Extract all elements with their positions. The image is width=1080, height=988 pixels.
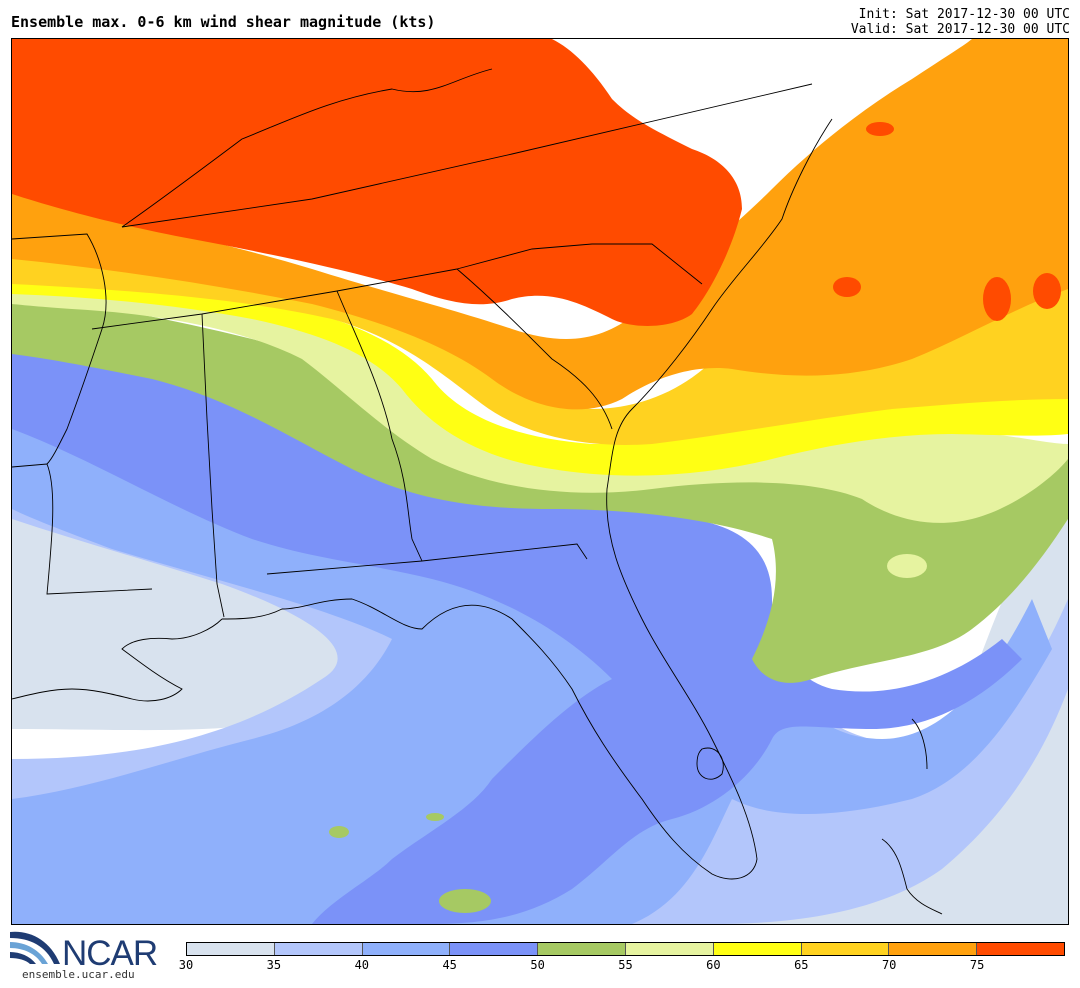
colorbar-tick-label: 75 [969, 958, 985, 972]
shear-band-70 [12, 39, 1068, 410]
coastline-bahamas [881, 718, 943, 915]
state-line-tn-south [91, 268, 458, 330]
map-title: Ensemble max. 0-6 km wind shear magnitud… [11, 13, 436, 31]
ncar-swoosh-icon [10, 931, 60, 964]
shear-band-45 [12, 339, 1022, 924]
shear-cell-75-far-east [1033, 273, 1061, 309]
colorbar-segment-60 [713, 943, 802, 955]
state-line-ky-va [121, 68, 493, 228]
shear-band-55 [12, 279, 1068, 523]
colorbar-segment-35 [274, 943, 363, 955]
ncar-logo: NCAR ensemble.ucar.edu [10, 928, 170, 984]
shear-cell-75-atlantic [833, 277, 861, 297]
init-time: Init: Sat 2017-12-30 00 UTC [858, 7, 1070, 22]
colorbar-tick-label: 65 [794, 958, 809, 972]
colorbar-segment-75 [977, 943, 1064, 955]
state-line-nc-sc [456, 243, 703, 285]
state-line-al-ms [201, 313, 225, 618]
logo-wordmark: NCAR [62, 934, 158, 973]
colorbar-segment-40 [362, 943, 451, 955]
state-line-tn-north [121, 83, 813, 228]
colorbar-tick-label: 45 [442, 958, 457, 972]
logo-url[interactable]: ensemble.ucar.edu [22, 968, 135, 981]
colorbar-tick-label: 70 [881, 958, 897, 972]
shear-band-75 [12, 39, 742, 326]
colorbar-tick-label: 50 [530, 958, 545, 972]
colorbar [186, 942, 1065, 956]
colorbar-ticks: 30 35 40 45 50 55 60 65 70 75 [179, 958, 1065, 976]
coastline-gulf-west [12, 618, 223, 702]
shear-cell-75-east [983, 277, 1011, 321]
valid-time: Valid: Sat 2017-12-30 00 UTC [850, 22, 1070, 37]
state-line-ga-al [336, 290, 423, 562]
run-times: Init: Sat 2017-12-30 00 UTC Valid: Sat 2… [851, 7, 1070, 37]
colorbar-tick-label: 30 [178, 958, 194, 972]
shear-cell-75-offshore [866, 122, 894, 136]
shear-cell-50-gulf-small [329, 826, 349, 838]
colorbar-tick-label: 60 [706, 958, 721, 972]
state-line-ga-sc [456, 268, 613, 430]
boundary-lines [12, 68, 943, 915]
colorbar-segment-50 [538, 943, 626, 955]
colorbar-segment-30 [187, 943, 275, 955]
lake-okeechobee [696, 747, 724, 780]
colorbar-segment-70 [889, 943, 978, 955]
shear-cell-50-gulf-tiny [426, 813, 444, 821]
wind-shear-map[interactable] [11, 38, 1069, 925]
colorbar-segment-65 [801, 943, 890, 955]
state-line-ga-fl [266, 543, 588, 575]
shear-cell-55-atlantic [887, 554, 927, 578]
colorbar-segment-55 [625, 943, 714, 955]
coastline-atlantic [221, 118, 833, 880]
colorbar-tick-label: 40 [354, 958, 370, 972]
colorbar-segment-45 [450, 943, 539, 955]
colorbar-tick-label: 55 [618, 958, 633, 972]
colorbar-tick-label: 35 [266, 958, 282, 972]
state-line-ar [12, 233, 107, 465]
map-canvas [12, 39, 1068, 924]
state-line-ms-la [12, 463, 153, 595]
shear-band-60 [12, 264, 1068, 476]
shear-cell-50-gulf [439, 889, 491, 913]
shear-band-30 [12, 469, 1068, 924]
